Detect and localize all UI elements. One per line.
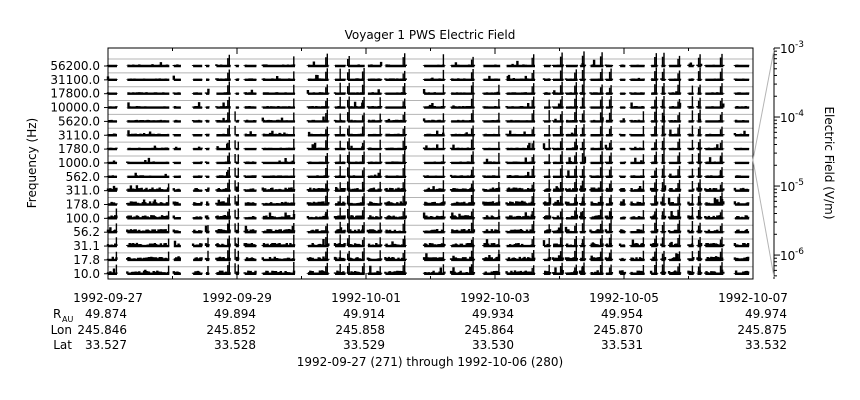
channel-trace <box>106 88 750 95</box>
y-tick-label: 31100.0 <box>50 73 100 87</box>
y-tick-label: 1000.0 <box>58 156 100 170</box>
y-tick-label: 100.0 <box>66 211 100 225</box>
ephemeris-value: 245.870 <box>593 323 643 337</box>
burst-event <box>697 54 701 274</box>
colorbar-tick-exponent: -4 <box>795 109 804 119</box>
burst-event <box>227 54 230 274</box>
y-tick-label: 10000.0 <box>50 101 100 115</box>
ephemeris-value: 245.875 <box>737 323 787 337</box>
date-range-footer: 1992-09-27 (271) through 1992-10-06 (280… <box>297 355 563 369</box>
burst-event <box>599 52 603 274</box>
ephemeris-value: 33.532 <box>745 338 787 352</box>
burst-event <box>559 52 563 274</box>
y-axis-label: Frequency (Hz) <box>25 118 39 209</box>
x-tick-label: 1992-10-07 <box>718 291 788 305</box>
x-tick-label: 1992-10-03 <box>460 291 530 305</box>
ephemeris-value: 49.874 <box>85 307 127 321</box>
y-axis: 56200.031100.017800.010000.05620.03110.0… <box>50 59 108 281</box>
channel-trace <box>106 210 750 220</box>
y-tick-label: 3110.0 <box>58 128 100 142</box>
y-tick-label: 562.0 <box>66 170 100 184</box>
colorbar-connector <box>752 49 775 161</box>
ephemeris-label-lat: Lat <box>53 338 72 352</box>
channel-trace <box>106 101 750 109</box>
ephemeris-label-r-sub: AU <box>62 315 73 324</box>
ephemeris-value: 245.858 <box>335 323 385 337</box>
y-tick-label: 17800.0 <box>50 87 100 101</box>
burst-event <box>574 69 577 274</box>
ephemeris-value: 49.934 <box>472 307 514 321</box>
ephemeris-label-lon: Lon <box>51 323 72 337</box>
burst-event <box>608 68 612 274</box>
y-tick-label: 56.2 <box>73 225 100 239</box>
ephemeris-value: 49.974 <box>745 307 787 321</box>
channel-trace <box>106 185 750 192</box>
ephemeris-value: 49.914 <box>343 307 385 321</box>
burst-event <box>661 52 665 274</box>
x-axis: 1992-09-27 1992-09-29 1992-10-01 1992-10-03… <box>73 48 788 305</box>
colorbar: 10-310-410-510-6 <box>752 40 804 279</box>
y-tick-label: 178.0 <box>66 198 100 212</box>
channel-trace <box>106 142 750 151</box>
channel-trace <box>106 170 750 178</box>
channel-trace <box>106 59 750 68</box>
ephemeris-label-r: R <box>53 307 61 321</box>
y-tick-label: 17.8 <box>73 253 100 267</box>
channel-trace <box>106 129 750 137</box>
channel-trace <box>106 197 750 206</box>
colorbar-tick-label: 10 <box>780 111 795 125</box>
ephemeris-value: 49.954 <box>601 307 643 321</box>
ephemeris-value: 33.529 <box>343 338 385 352</box>
ephemeris-value: 33.528 <box>214 338 256 352</box>
ephemeris-value: 33.527 <box>85 338 127 352</box>
y-tick-label: 1780.0 <box>58 142 100 156</box>
colorbar-connector <box>752 159 775 278</box>
burst-event <box>719 53 723 274</box>
chart-title: Voyager 1 PWS Electric Field <box>345 28 516 42</box>
ephemeris-value: 33.531 <box>601 338 643 352</box>
x-tick-label: 1992-10-01 <box>331 291 401 305</box>
colorbar-tick-exponent: -3 <box>795 40 804 50</box>
burst-event <box>531 54 535 274</box>
y-tick-label: 10.0 <box>73 267 100 281</box>
channel-trace <box>106 115 750 123</box>
y-tick-label: 31.1 <box>73 239 100 253</box>
plot-area <box>106 51 753 275</box>
ephemeris-value: 33.530 <box>472 338 514 352</box>
burst-event <box>654 53 657 274</box>
colorbar-tick-label: 10 <box>780 249 795 263</box>
burst-event <box>325 53 328 274</box>
channel-trace <box>106 74 750 82</box>
colorbar-tick-exponent: -6 <box>795 247 804 257</box>
ephemeris-value: 245.846 <box>77 323 127 337</box>
channel-trace <box>106 239 750 248</box>
ephemeris-value: 245.864 <box>464 323 514 337</box>
colorbar-tick-exponent: -5 <box>795 178 804 188</box>
channel-trace <box>106 253 750 262</box>
ephemeris-value: 245.852 <box>206 323 256 337</box>
channel-trace <box>106 156 750 165</box>
colorbar-tick-label: 10 <box>780 180 795 194</box>
y-tick-label: 56200.0 <box>50 59 100 73</box>
x-tick-label: 1992-09-29 <box>202 291 272 305</box>
ephemeris-value: 49.894 <box>214 307 256 321</box>
colorbar-tick-label: 10 <box>780 42 795 56</box>
burst-event <box>361 68 365 274</box>
y-tick-label: 5620.0 <box>58 114 100 128</box>
burst-event <box>470 56 474 274</box>
burst-event <box>347 56 350 274</box>
x-tick-label: 1992-10-05 <box>589 291 659 305</box>
x-tick-label: 1992-09-27 <box>73 291 143 305</box>
burst-event <box>581 51 585 274</box>
burst-event <box>677 55 681 274</box>
y-tick-label: 311.0 <box>66 184 100 198</box>
burst-event <box>402 53 406 274</box>
colorbar-label: Electric Field (V/m) <box>822 106 836 219</box>
